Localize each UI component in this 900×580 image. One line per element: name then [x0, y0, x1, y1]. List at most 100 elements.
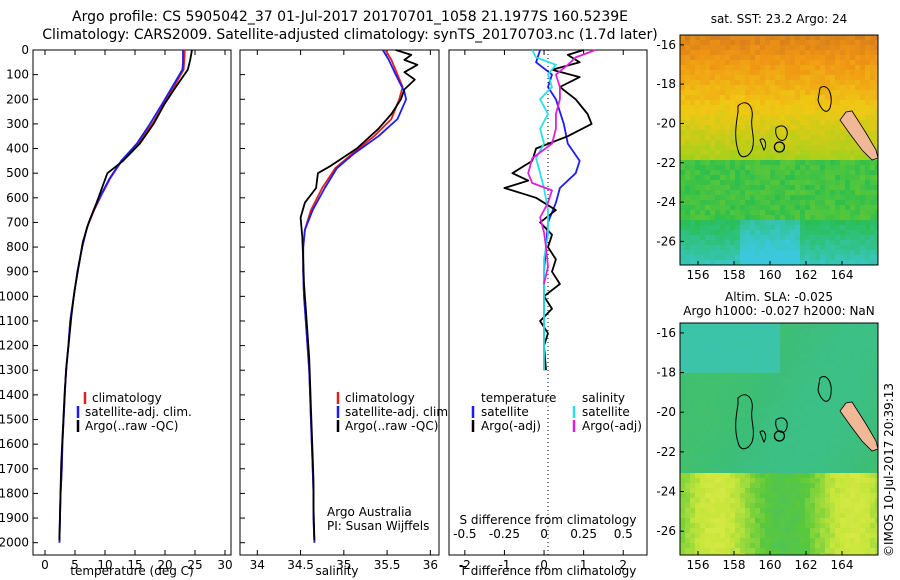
heatmap-cell — [840, 35, 846, 41]
heatmap-cell — [815, 498, 821, 504]
heatmap-cell — [715, 145, 721, 151]
heatmap-cell — [875, 225, 878, 231]
heatmap-cell — [730, 523, 736, 529]
heatmap-cell — [850, 458, 856, 464]
heatmap-cell — [800, 230, 806, 236]
heatmap-cell — [735, 50, 741, 56]
heatmap-cell — [755, 508, 761, 514]
heatmap-cell — [870, 338, 876, 344]
heatmap-cell — [755, 428, 761, 434]
heatmap-cell — [735, 378, 741, 384]
heatmap-cell — [790, 160, 796, 166]
heatmap-cell — [780, 80, 786, 86]
heatmap-cell — [730, 468, 736, 474]
heatmap-cell — [780, 235, 786, 241]
heatmap-cell — [780, 383, 786, 389]
heatmap-cell — [685, 75, 691, 81]
heatmap-cell — [720, 488, 726, 494]
heatmap-cell — [780, 155, 786, 161]
heatmap-cell — [825, 60, 831, 66]
heatmap-cell — [685, 488, 691, 494]
heatmap-cell — [810, 50, 816, 56]
heatmap-cell — [840, 245, 846, 251]
heatmap-cell — [770, 423, 776, 429]
heatmap-cell — [820, 528, 826, 534]
heatmap-cell — [775, 413, 781, 419]
heatmap-cell — [730, 60, 736, 66]
heatmap-cell — [860, 210, 866, 216]
heatmap-cell — [845, 473, 851, 479]
heatmap-cell — [740, 488, 746, 494]
heatmap-cell — [775, 368, 781, 374]
heatmap-cell — [825, 498, 831, 504]
heatmap-cell — [800, 140, 806, 146]
heatmap-cell — [725, 185, 731, 191]
heatmap-cell — [785, 353, 791, 359]
heatmap-cell — [795, 95, 801, 101]
heatmap-cell — [770, 353, 776, 359]
heatmap-cell — [760, 333, 766, 339]
heatmap-cell — [800, 135, 806, 141]
heatmap-cell — [855, 210, 861, 216]
heatmap-cell — [750, 240, 756, 246]
heatmap-cell — [865, 348, 871, 354]
heatmap-cell — [740, 543, 746, 549]
y-tick-label: 100 — [6, 68, 29, 82]
heatmap-cell — [840, 433, 846, 439]
heatmap-cell — [740, 165, 746, 171]
heatmap-cell — [860, 458, 866, 464]
heatmap-cell — [720, 353, 726, 359]
heatmap-cell — [860, 185, 866, 191]
heatmap-cell — [820, 145, 826, 151]
heatmap-cell — [770, 155, 776, 161]
heatmap-cell — [775, 195, 781, 201]
heatmap-cell — [795, 130, 801, 136]
heatmap-cell — [870, 518, 876, 524]
heatmap-cell — [790, 528, 796, 534]
heatmap-cell — [685, 358, 691, 364]
heatmap-cell — [760, 50, 766, 56]
heatmap-cell — [785, 65, 791, 71]
heatmap-cell — [835, 75, 841, 81]
heatmap-cell — [695, 75, 701, 81]
heatmap-cell — [720, 140, 726, 146]
temperature-x-axis: 0 5 10 15 20 25 30 — [41, 50, 233, 572]
heatmap-cell — [775, 145, 781, 151]
heatmap-cell — [700, 155, 706, 161]
heatmap-cell — [805, 428, 811, 434]
heatmap-cell — [715, 443, 721, 449]
heatmap-cell — [830, 363, 836, 369]
heatmap-cell — [775, 75, 781, 81]
heatmap-cell — [825, 473, 831, 479]
heatmap-cell — [715, 70, 721, 76]
heatmap-cell — [785, 255, 791, 261]
heatmap-cell — [770, 260, 776, 265]
heatmap-cell — [745, 170, 751, 176]
heatmap-cell — [685, 528, 691, 534]
heatmap-cell — [705, 225, 711, 231]
heatmap-cell — [720, 145, 726, 151]
heatmap-cell — [820, 60, 826, 66]
heatmap-cell — [860, 528, 866, 534]
heatmap-cell — [685, 40, 691, 46]
heatmap-cell — [875, 170, 878, 176]
heatmap-cell — [750, 363, 756, 369]
heatmap-cell — [735, 328, 741, 334]
heatmap-cell — [850, 75, 856, 81]
heatmap-cell — [855, 543, 861, 549]
heatmap-cell — [695, 478, 701, 484]
heatmap-cell — [750, 190, 756, 196]
heatmap-cell — [780, 493, 786, 499]
heatmap-cell — [740, 528, 746, 534]
heatmap-cell — [770, 523, 776, 529]
heatmap-cell — [710, 438, 716, 444]
heatmap-cell — [820, 513, 826, 519]
heatmap-cell — [805, 473, 811, 479]
heatmap-cell — [790, 235, 796, 241]
heatmap-cell — [810, 398, 816, 404]
heatmap-cell — [760, 358, 766, 364]
heatmap-cell — [695, 60, 701, 66]
heatmap-cell — [825, 468, 831, 474]
heatmap-cell — [860, 170, 866, 176]
heatmap-cell — [830, 448, 836, 454]
